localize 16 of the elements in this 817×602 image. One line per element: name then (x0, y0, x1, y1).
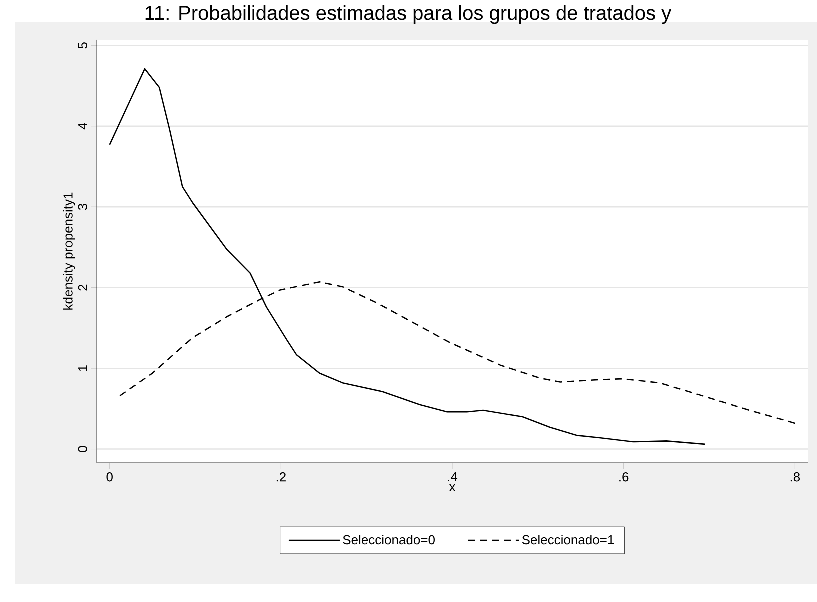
x-axis-title: x (449, 484, 456, 492)
y-tick-label: 2 (78, 284, 88, 291)
y-tick-label: 0 (78, 446, 88, 452)
legend-label: Seleccionado=0 (343, 535, 435, 545)
x-tick-label: 0 (106, 472, 113, 482)
x-tick-label: .4 (448, 472, 458, 482)
x-tick-label: .6 (620, 472, 629, 482)
y-tick-label: 4 (78, 123, 88, 130)
y-tick-label: 3 (78, 204, 88, 210)
y-tick-label: 5 (78, 42, 88, 49)
x-tick-label: .2 (276, 472, 286, 482)
y-axis-title: kdensity propensity1 (63, 192, 76, 310)
y-tick-label: 1 (78, 366, 88, 372)
legend-label: Seleccionado=1 (522, 535, 614, 545)
chart-title: 11: Probabilidades estimadas para los grupos de tratados y (146, 6, 672, 24)
x-tick-label: .8 (790, 472, 800, 482)
